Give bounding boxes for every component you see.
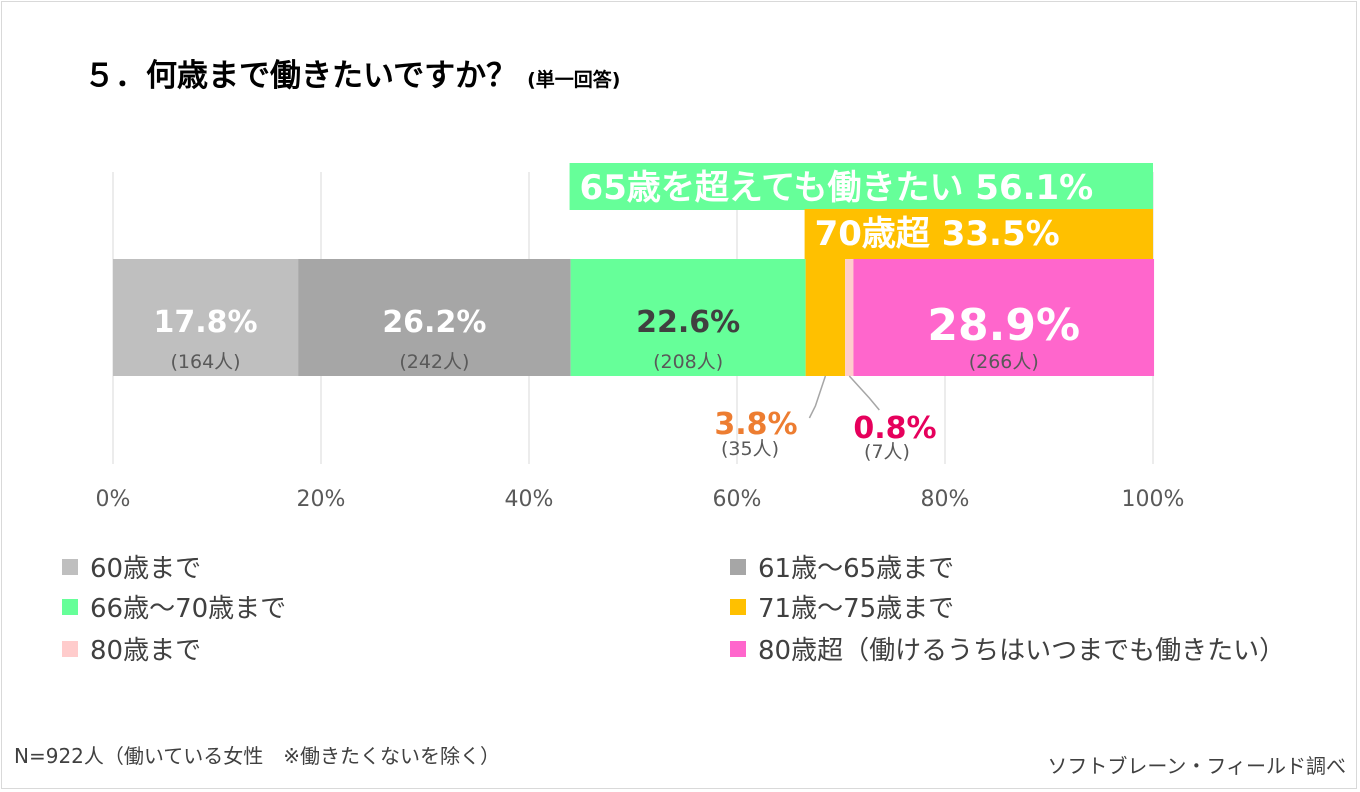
legend-item-80-plus: 80歳超（働けるうちはいつまでも働きたい） [730, 630, 1285, 667]
callout-line [848, 375, 880, 411]
legend-swatch [730, 641, 746, 657]
legend-swatch [730, 559, 746, 575]
count-label: (266人) [969, 351, 1039, 373]
source-note: ソフトブレーン・フィールド調べ [1047, 754, 1346, 778]
bar-segment [853, 259, 1155, 376]
bar-segment [113, 259, 299, 376]
count-label: (242人) [399, 351, 469, 373]
x-tick-label: 0% [96, 487, 131, 512]
x-tick-label: 80% [921, 487, 970, 512]
data-label: 28.9% [927, 300, 1080, 351]
count-label: (35人) [721, 438, 779, 460]
bar-segment [845, 259, 854, 376]
legend-item-71-75: 71歳～75歳まで [730, 588, 954, 625]
bracket-label: 65歳を超えても働きたい 56.1% [580, 168, 1094, 208]
legend-swatch [62, 559, 78, 575]
bar-segment [805, 259, 846, 376]
count-label: (164人) [171, 351, 241, 373]
legend-label: 80歳超（働けるうちはいつまでも働きたい） [758, 636, 1286, 666]
bar-segment [298, 259, 571, 376]
count-label: (208人) [653, 351, 723, 373]
bracket-bar [569, 163, 1153, 210]
legend-item-80: 80歳まで [62, 630, 201, 667]
legend-item-61-65: 61歳～65歳まで [730, 548, 954, 585]
x-tick-label: 100% [1122, 487, 1185, 512]
data-label: 3.8% [714, 407, 797, 442]
subtitle-text: (単一回答) [527, 69, 621, 91]
legend-item-66-70: 66歳～70歳まで [62, 588, 286, 625]
legend-label: 66歳～70歳まで [90, 594, 287, 624]
x-axis-ticks: 0% 20% 40% 60% 80% 100% [96, 487, 1185, 512]
x-tick-label: 40% [505, 487, 554, 512]
data-label: 22.6% [636, 305, 740, 340]
bracket-bar [804, 209, 1153, 259]
legend-item-60: 60歳まで [62, 548, 201, 585]
legend-swatch [730, 599, 746, 615]
legend-swatch [62, 641, 78, 657]
legend-label: 60歳まで [90, 554, 202, 584]
data-label: 17.8% [154, 305, 258, 340]
bar-segment [570, 259, 806, 376]
legend-label: 71歳～75歳まで [758, 594, 955, 624]
bracket-label: 70歳超 33.5% [815, 214, 1060, 254]
data-label: 0.8% [853, 411, 936, 446]
count-label: (7人) [864, 441, 910, 463]
legend-swatch [62, 599, 78, 615]
title-text: ５．何歳まで働きたいですか？ [84, 58, 518, 94]
stacked-bar: 17.8% (164人) 26.2% (242人) 22.6% (208人) 28.9%(2… [113, 259, 1155, 463]
legend-label: 61歳～65歳まで [758, 554, 955, 584]
callout-line [808, 375, 827, 419]
data-label: 26.2% [382, 305, 486, 340]
x-tick-label: 60% [713, 487, 762, 512]
sample-note: N=922人（働いている女性 ※働きたくないを除く） [14, 744, 501, 768]
chart-title: ５．何歳まで働きたいですか？ (単一回答) [84, 50, 620, 95]
x-tick-label: 20% [297, 487, 346, 512]
legend-label: 80歳まで [90, 636, 202, 666]
